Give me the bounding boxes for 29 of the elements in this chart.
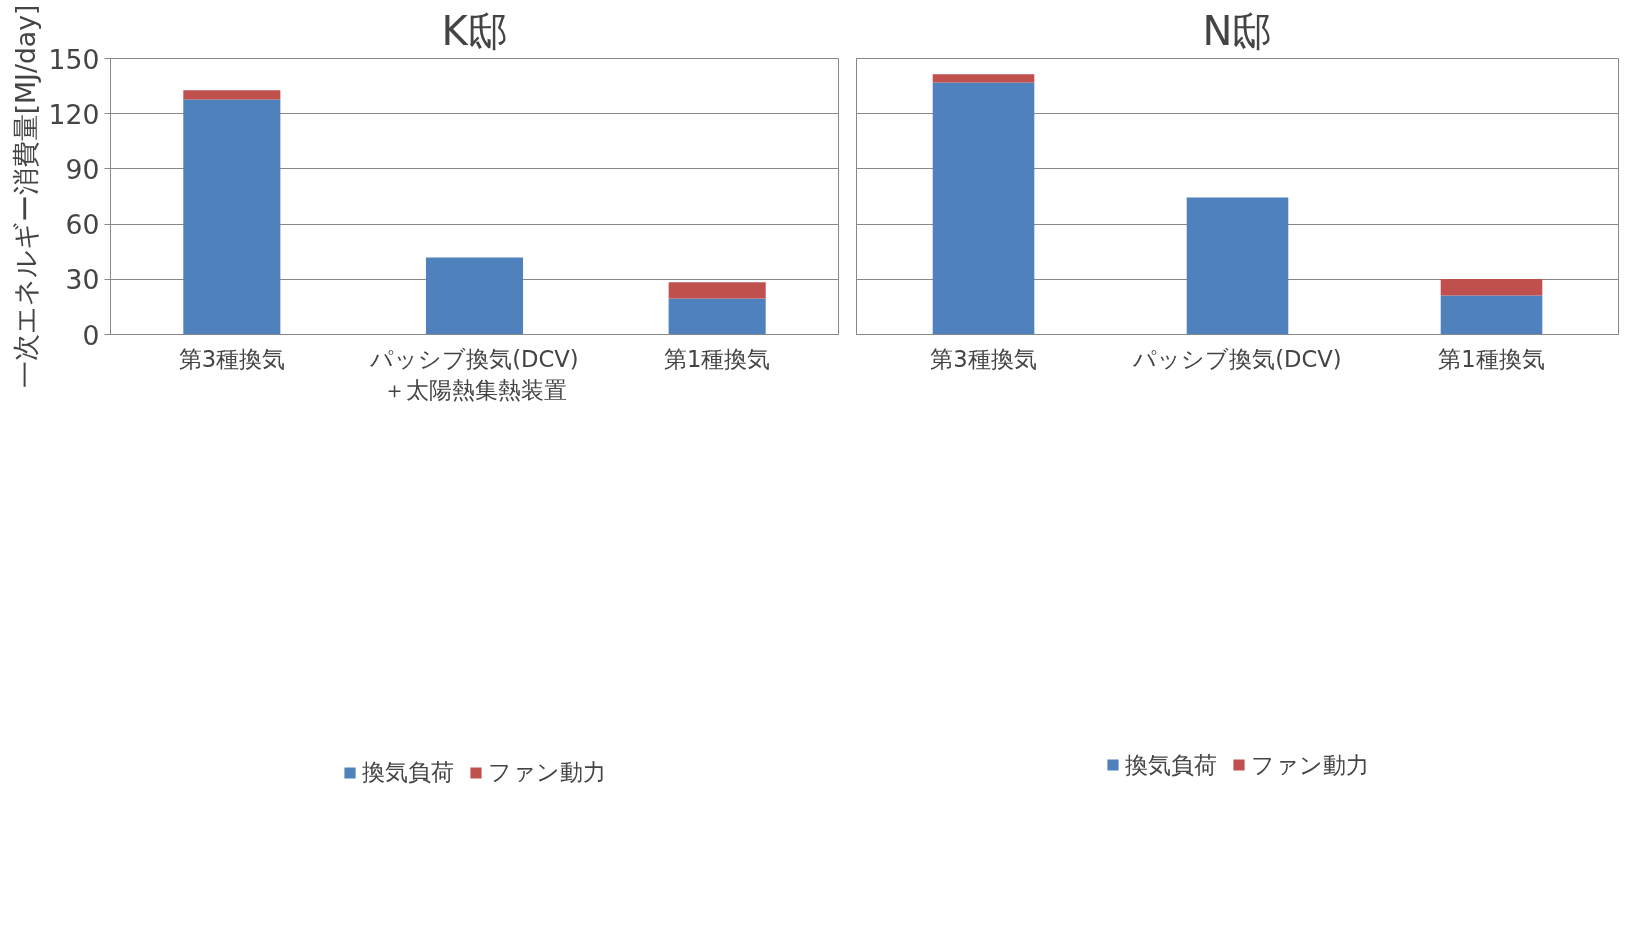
bar	[183, 90, 281, 100]
chart-title: N邸	[1202, 7, 1273, 54]
y-axis-title: 一次エネルギー消費量[MJ/day]	[9, 4, 41, 389]
y-tick-label: 0	[82, 319, 100, 351]
x-tick-label: 第3種換気	[178, 345, 286, 372]
bar	[183, 99, 281, 335]
bar	[425, 257, 524, 335]
bar	[1440, 279, 1543, 296]
legend-label: 換気負荷	[361, 757, 454, 787]
bar	[1186, 197, 1289, 335]
y-tick-label: 120	[48, 98, 100, 130]
y-tick-label: 150	[48, 43, 100, 75]
bar	[1440, 295, 1543, 335]
bar	[932, 82, 1035, 335]
x-tick-label: パッシブ換気(DCV) ＋太陽熱集熱装置	[369, 345, 579, 403]
x-tick-label: 第3種換気	[930, 345, 1037, 372]
legend-label: ファン動力	[1250, 750, 1369, 779]
bar	[668, 298, 766, 335]
x-tick-label: 第1種換気	[1438, 345, 1545, 372]
legend-label: ファン動力	[487, 757, 606, 787]
y-tick-label: 90	[65, 153, 100, 185]
x-tick-label: 第1種換気	[663, 345, 771, 372]
y-tick-label: 60	[65, 209, 100, 241]
y-tick-label: 30	[65, 264, 100, 296]
chart-title: K邸	[441, 7, 508, 54]
legend-label: 換気負荷	[1124, 750, 1217, 779]
bar	[668, 282, 766, 299]
x-tick-label: パッシブ換気(DCV)	[1132, 345, 1342, 372]
bar	[932, 74, 1035, 83]
